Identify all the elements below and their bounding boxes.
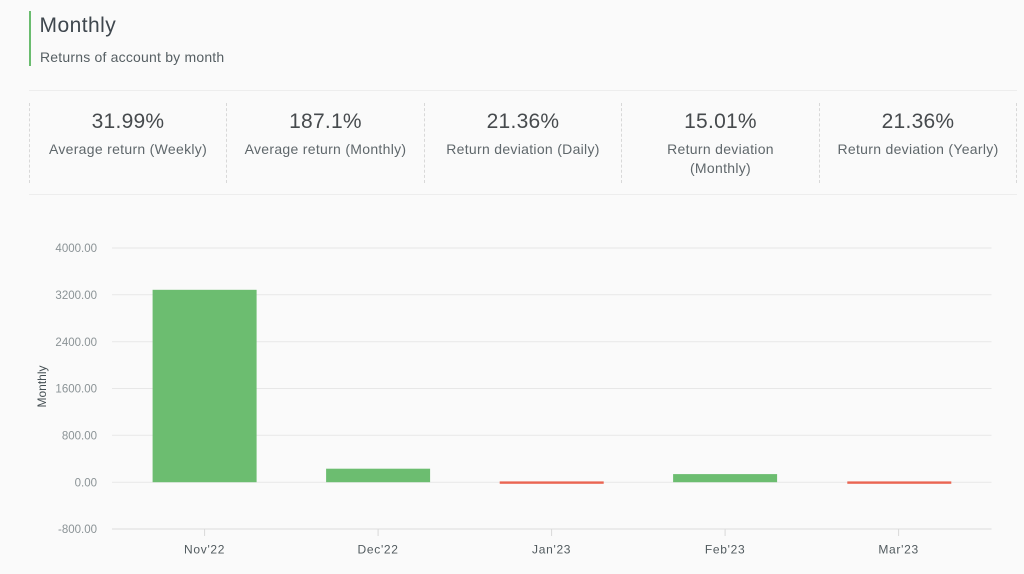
svg-text:4000.00: 4000.00 — [55, 243, 97, 255]
svg-text:Monthly: Monthly — [35, 365, 49, 407]
svg-text:Mar'23: Mar'23 — [878, 543, 919, 557]
svg-text:Nov'22: Nov'22 — [184, 543, 225, 557]
svg-text:Feb'23: Feb'23 — [705, 543, 746, 557]
svg-text:Jan'23: Jan'23 — [532, 543, 571, 557]
svg-text:-800.00: -800.00 — [58, 524, 97, 536]
svg-text:3200.00: 3200.00 — [55, 290, 97, 302]
svg-text:2400.00: 2400.00 — [55, 337, 97, 349]
svg-text:0.00: 0.00 — [75, 477, 97, 489]
svg-text:800.00: 800.00 — [62, 431, 97, 443]
svg-text:Dec'22: Dec'22 — [358, 543, 399, 557]
svg-text:1600.00: 1600.00 — [55, 384, 97, 396]
